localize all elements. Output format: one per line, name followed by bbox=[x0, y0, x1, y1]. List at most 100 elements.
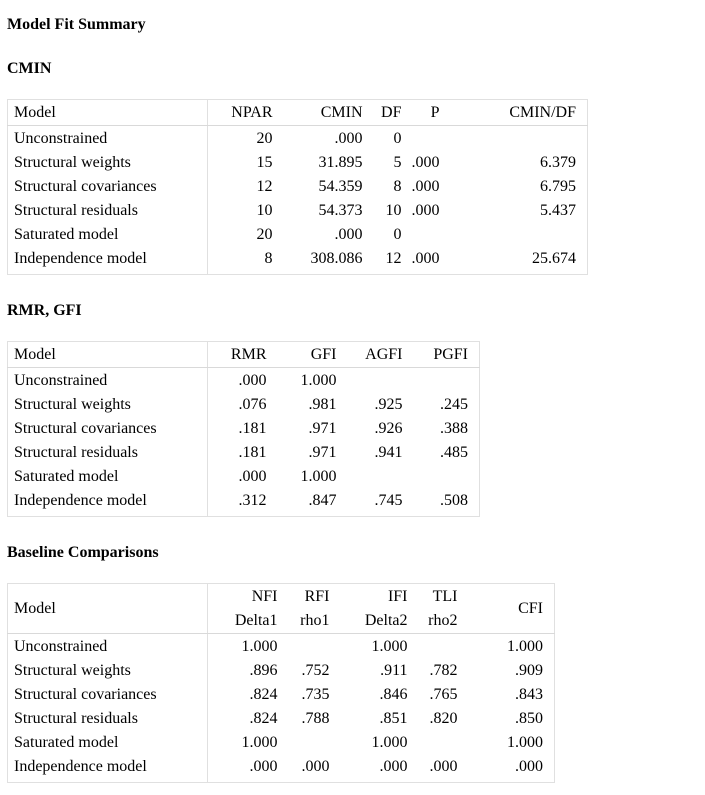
table-row: Structural covariances .824 .735 .846 .765 .8… bbox=[8, 683, 555, 707]
value-cell bbox=[448, 223, 588, 247]
model-name-cell: Independence model bbox=[14, 492, 147, 509]
model-name-cell: Structural covariances bbox=[14, 686, 157, 703]
model-name-cell: Structural residuals bbox=[14, 710, 138, 727]
value-cell: 31.895 bbox=[318, 154, 363, 171]
cmin-table: Model NPAR CMIN DF P CMIN/DF Unconstrained 20 .0… bbox=[7, 99, 588, 275]
value-cell: 0 bbox=[393, 130, 402, 147]
table-row: Saturated model 20 .000 0 bbox=[8, 223, 588, 247]
value-cell: 1.000 bbox=[371, 734, 408, 751]
value-cell: .851 bbox=[379, 710, 408, 727]
value-cell: .181 bbox=[207, 417, 275, 441]
value-cell: .745 bbox=[374, 492, 403, 509]
value-cell: 1.000 bbox=[507, 638, 543, 655]
value-cell: 10 bbox=[207, 199, 281, 223]
value-cell bbox=[345, 465, 411, 489]
value-cell: .909 bbox=[515, 662, 543, 679]
baseline-comparisons-table: Model NFI Delta1 RFI rho1 IFI Delta2 TLI rho… bbox=[7, 583, 555, 783]
value-cell: .847 bbox=[308, 492, 337, 509]
table-row: Unconstrained 20 .000 0 bbox=[8, 125, 588, 152]
value-cell: 15 bbox=[207, 151, 281, 175]
value-cell: .850 bbox=[515, 710, 543, 727]
value-cell: .000 bbox=[207, 755, 286, 783]
value-cell bbox=[410, 223, 448, 247]
column-header-rfi-rho1: RFI rho1 bbox=[285, 583, 338, 634]
model-name-cell: Structural covariances bbox=[14, 420, 157, 437]
model-name-cell: Structural weights bbox=[14, 662, 131, 679]
table-row: Independence model .000 .000 .000 .000 .000 bbox=[8, 755, 555, 783]
column-header-gfi: GFI bbox=[274, 341, 345, 368]
value-cell bbox=[286, 634, 338, 660]
value-cell: .388 bbox=[440, 420, 468, 437]
column-header-agfi: AGFI bbox=[344, 341, 411, 368]
table-row: Unconstrained .000 1.000 bbox=[8, 367, 480, 394]
column-header-ifi-delta2: IFI Delta2 bbox=[337, 583, 416, 634]
value-cell: 12 bbox=[385, 250, 402, 267]
value-cell: .000 bbox=[515, 758, 543, 775]
column-header-df: DF bbox=[370, 99, 410, 126]
value-cell: .911 bbox=[380, 662, 408, 679]
value-cell: .000 bbox=[411, 178, 440, 195]
model-name-cell: Saturated model bbox=[14, 468, 119, 485]
value-cell: .000 bbox=[207, 367, 275, 393]
value-cell: 5.437 bbox=[540, 202, 576, 219]
value-cell: .971 bbox=[308, 420, 337, 437]
value-cell: 5 bbox=[393, 154, 402, 171]
value-cell: .245 bbox=[440, 396, 468, 413]
table-row: Structural weights .076 .981 .925 .245 bbox=[8, 393, 480, 417]
value-cell: 0 bbox=[393, 226, 402, 243]
model-name-cell: Unconstrained bbox=[14, 372, 108, 389]
model-name-cell: Structural weights bbox=[14, 396, 131, 413]
column-header-npar: NPAR bbox=[207, 99, 281, 126]
column-header-cmin-df: CMIN/DF bbox=[447, 99, 588, 126]
section-heading-cmin: CMIN bbox=[7, 60, 52, 77]
value-cell: .926 bbox=[374, 420, 403, 437]
value-cell: .076 bbox=[207, 393, 275, 417]
value-cell bbox=[416, 634, 466, 660]
column-header-p: P bbox=[409, 99, 448, 126]
value-cell: 12 bbox=[207, 175, 281, 199]
value-cell: 10 bbox=[385, 202, 402, 219]
column-header-tli-rho2: TLI rho2 bbox=[415, 583, 466, 634]
model-name-cell: Structural covariances bbox=[14, 178, 157, 195]
value-cell: 1.000 bbox=[207, 633, 286, 659]
value-cell: .312 bbox=[207, 489, 275, 517]
report-title: Model Fit Summary bbox=[7, 16, 146, 33]
value-cell: 1.000 bbox=[371, 638, 408, 655]
value-cell: .000 bbox=[411, 154, 440, 171]
table-row: Saturated model 1.000 1.000 1.000 bbox=[8, 731, 555, 755]
model-name-cell: Unconstrained bbox=[14, 638, 108, 655]
model-name-cell: Independence model bbox=[14, 250, 147, 267]
value-cell: .508 bbox=[440, 492, 468, 509]
model-name-cell: Structural residuals bbox=[14, 444, 138, 461]
section-baseline-comparisons: Baseline Comparisons Model NFI Delta1 RFI … bbox=[7, 545, 705, 783]
value-cell: .824 bbox=[207, 683, 286, 707]
value-cell: 6.795 bbox=[540, 178, 576, 195]
section-cmin: CMIN Model NPAR CMIN DF P CMIN/DF Unconstraine… bbox=[7, 61, 705, 275]
value-cell: 25.674 bbox=[532, 250, 576, 267]
value-cell: .941 bbox=[374, 444, 403, 461]
value-cell: 54.373 bbox=[318, 202, 363, 219]
value-cell: .000 bbox=[301, 758, 330, 775]
header-row: Model NFI Delta1 RFI rho1 IFI Delta2 TLI rho… bbox=[7, 583, 555, 634]
column-header-model: Model bbox=[7, 341, 208, 368]
table-row: Structural weights .896 .752 .911 .782 .909 bbox=[8, 659, 555, 683]
value-cell: 1.000 bbox=[507, 734, 543, 751]
value-cell: 54.359 bbox=[318, 178, 363, 195]
column-header-cfi: CFI bbox=[465, 583, 555, 634]
value-cell bbox=[411, 368, 480, 394]
value-cell bbox=[448, 126, 588, 152]
value-cell bbox=[411, 465, 480, 489]
column-header-rmr: RMR bbox=[207, 341, 275, 368]
value-cell: 1.000 bbox=[300, 372, 337, 389]
model-name-cell: Independence model bbox=[14, 758, 147, 775]
value-cell: .765 bbox=[429, 686, 458, 703]
table-row: Independence model 8 308.086 12 .000 25.674 bbox=[8, 247, 588, 275]
table-row: Saturated model .000 1.000 bbox=[8, 465, 480, 489]
value-cell: 308.086 bbox=[310, 250, 363, 267]
value-cell: 1.000 bbox=[207, 731, 286, 755]
value-cell: .735 bbox=[301, 686, 330, 703]
value-cell: .000 bbox=[411, 202, 440, 219]
value-cell bbox=[345, 368, 411, 394]
value-cell: 20 bbox=[207, 223, 281, 247]
value-cell: .820 bbox=[429, 710, 458, 727]
